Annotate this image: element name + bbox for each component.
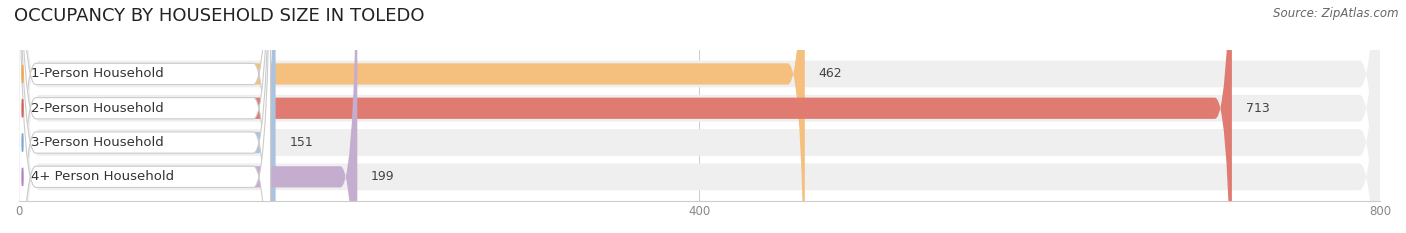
Text: OCCUPANCY BY HOUSEHOLD SIZE IN TOLEDO: OCCUPANCY BY HOUSEHOLD SIZE IN TOLEDO [14,7,425,25]
FancyBboxPatch shape [18,0,270,233]
FancyBboxPatch shape [18,0,1379,233]
FancyBboxPatch shape [18,0,270,233]
Text: 1-Person Household: 1-Person Household [31,68,165,80]
FancyBboxPatch shape [18,0,270,233]
FancyBboxPatch shape [18,0,1379,233]
Text: 2-Person Household: 2-Person Household [31,102,165,115]
FancyBboxPatch shape [18,0,1379,233]
FancyBboxPatch shape [18,0,1232,233]
Text: 462: 462 [818,68,842,80]
FancyBboxPatch shape [18,0,276,233]
Text: 4+ Person Household: 4+ Person Household [31,170,174,183]
Text: Source: ZipAtlas.com: Source: ZipAtlas.com [1274,7,1399,20]
FancyBboxPatch shape [18,0,357,233]
Text: 3-Person Household: 3-Person Household [31,136,165,149]
Text: 151: 151 [290,136,314,149]
Text: 199: 199 [371,170,395,183]
Text: 713: 713 [1246,102,1270,115]
FancyBboxPatch shape [18,0,1379,233]
FancyBboxPatch shape [18,0,270,233]
FancyBboxPatch shape [18,0,804,233]
